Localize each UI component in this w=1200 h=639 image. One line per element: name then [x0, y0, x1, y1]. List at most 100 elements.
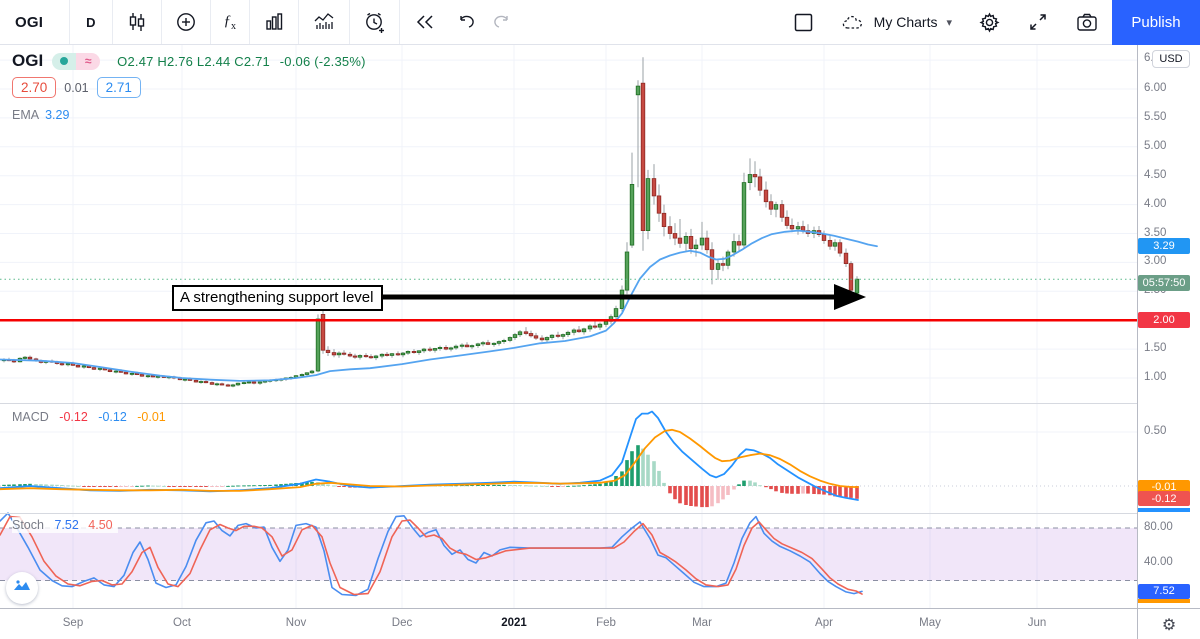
stoch-tick: 80.00: [1144, 521, 1173, 533]
time-label-jun: Jun: [1027, 617, 1047, 629]
price-tick-partial: 6.: [1144, 52, 1154, 64]
candles-series: [1, 57, 860, 388]
ema-legend[interactable]: EMA 3.29: [12, 108, 69, 122]
indicators-button[interactable]: ƒx: [211, 0, 250, 44]
change-values: -0.06 (-2.35%): [279, 53, 366, 69]
status-dot-icon: [60, 57, 69, 65]
tradingview-logo-button[interactable]: [6, 572, 38, 604]
data-status-chip[interactable]: [52, 52, 77, 70]
toolbar-separator: [349, 0, 350, 44]
stoch-band: [0, 528, 1137, 581]
ema-price-badge: 3.29: [1138, 237, 1190, 254]
replay-button[interactable]: [400, 0, 450, 44]
stoch-label: Stoch: [12, 518, 44, 532]
macd-line-badge-sliver: [1138, 508, 1190, 512]
chart-region: OGI ≈ O2.47 H2.76 L2.44 C2.71 -0.06 (-2.…: [0, 45, 1200, 639]
toolbar-separator: [160, 0, 162, 44]
price-tick: 5.00: [1144, 139, 1167, 152]
macd-line: [0, 410, 859, 501]
time-label-sep: Sep: [62, 617, 84, 629]
my-charts-label: My Charts: [873, 14, 938, 30]
stoch-d-value: 4.50: [88, 518, 113, 532]
currency-toggle[interactable]: USD: [1152, 50, 1190, 68]
macd-hist-badge: -0.12: [1138, 491, 1190, 507]
support-price-badge: 2.00: [1138, 312, 1190, 329]
time-axis[interactable]: ⚙ Sep Oct Nov Dec 2021 Feb Mar Apr May Jun: [0, 608, 1200, 639]
macd-legend[interactable]: MACD -0.12 -0.12 -0.01: [12, 410, 166, 424]
time-label-2021: 2021: [501, 617, 527, 629]
compare-button[interactable]: [162, 0, 210, 44]
snapshot-button[interactable]: [1062, 0, 1112, 44]
annotation-arrow-head[interactable]: [834, 284, 866, 310]
buy-ask-button[interactable]: 2.71: [96, 77, 141, 98]
interval-button[interactable]: D: [86, 14, 96, 30]
price-tick: 5.50: [1144, 110, 1167, 123]
ema-label: EMA: [12, 108, 40, 122]
forecast-wave-icon: [312, 11, 336, 33]
stoch-legend[interactable]: Stoch 7.52 4.50: [12, 517, 118, 533]
toolbar-separator: [69, 0, 71, 44]
fullscreen-icon: [1027, 11, 1049, 33]
stoch-d-badge-sliver: [1138, 598, 1190, 603]
time-label-feb: Feb: [596, 617, 616, 629]
sell-bid-button[interactable]: 2.70: [12, 77, 57, 98]
forecast-button[interactable]: [299, 0, 349, 44]
price-tick: 4.50: [1144, 168, 1167, 181]
price-tick: 6.00: [1144, 82, 1167, 94]
main-legend[interactable]: OGI ≈ O2.47 H2.76 L2.44 C2.71 -0.06 (-2.…: [12, 51, 366, 71]
toolbar-separator: [249, 0, 250, 44]
macd-tick: 0.50: [1144, 425, 1167, 437]
symbol-search-button[interactable]: OGI: [15, 13, 44, 31]
templates-columns-icon: [263, 11, 285, 33]
time-label-dec: Dec: [391, 617, 413, 629]
stoch-k-value: 7.52: [54, 518, 79, 532]
alert-button[interactable]: [350, 0, 399, 44]
undo-icon: [456, 11, 478, 33]
time-label-may: May: [919, 617, 941, 629]
macd-signal-line: [0, 428, 859, 492]
replay-rewind-icon: [413, 11, 437, 33]
price-tick: 1.50: [1144, 342, 1167, 355]
axis-settings-button[interactable]: ⚙: [1137, 609, 1200, 639]
stoch-k-badge: 7.52: [1138, 583, 1190, 599]
fullscreen-button[interactable]: [1014, 0, 1062, 44]
toolbar-separator: [298, 0, 299, 44]
settings-gear-icon: [978, 11, 1001, 34]
candlestick-style-icon: [126, 11, 148, 33]
macd-signal-value: -0.01: [137, 410, 166, 424]
price-tick: 4.00: [1144, 197, 1167, 210]
undo-button[interactable]: [450, 0, 484, 44]
indicators-fx-icon: ƒx: [223, 12, 237, 32]
time-label-apr: Apr: [815, 617, 833, 629]
layout-square-icon: [792, 11, 815, 34]
macd-label: MACD: [12, 410, 49, 424]
gear-icon: ⚙: [1161, 616, 1177, 634]
macd-signal-badge: -0.01: [1138, 479, 1190, 495]
delayed-data-chip[interactable]: ≈: [76, 52, 101, 70]
chart-settings-button[interactable]: [965, 0, 1014, 44]
support-annotation-label[interactable]: A strengthening support level: [172, 285, 384, 311]
my-charts-button[interactable]: My Charts ▾: [828, 0, 965, 44]
redo-icon: [490, 11, 512, 33]
ema-value: 3.29: [45, 108, 70, 122]
stoch-d-line: [0, 515, 863, 596]
toolbar-separator: [111, 0, 113, 44]
camera-snapshot-icon: [1075, 11, 1099, 33]
layout-button[interactable]: [779, 0, 828, 44]
publish-button[interactable]: Publish: [1112, 0, 1200, 45]
chart-canvas[interactable]: [0, 45, 1200, 639]
countdown-badge: 05:57:50: [1138, 275, 1190, 291]
spread-value: 0.01: [64, 80, 89, 95]
chart-style-button[interactable]: [113, 0, 161, 44]
chevron-down-icon: ▾: [946, 16, 952, 29]
price-axis[interactable]: 6. USD 6.005.505.004.504.003.503.002.501…: [1137, 45, 1200, 608]
legend-symbol: OGI: [12, 51, 44, 70]
mountain-logo-icon: [12, 576, 32, 601]
stoch-tick: 40.00: [1144, 556, 1173, 568]
redo-button[interactable]: [484, 0, 518, 44]
alert-clock-icon: [363, 11, 386, 34]
templates-button[interactable]: [250, 0, 298, 44]
time-label-mar: Mar: [692, 617, 712, 629]
time-label-oct: Oct: [173, 617, 191, 629]
